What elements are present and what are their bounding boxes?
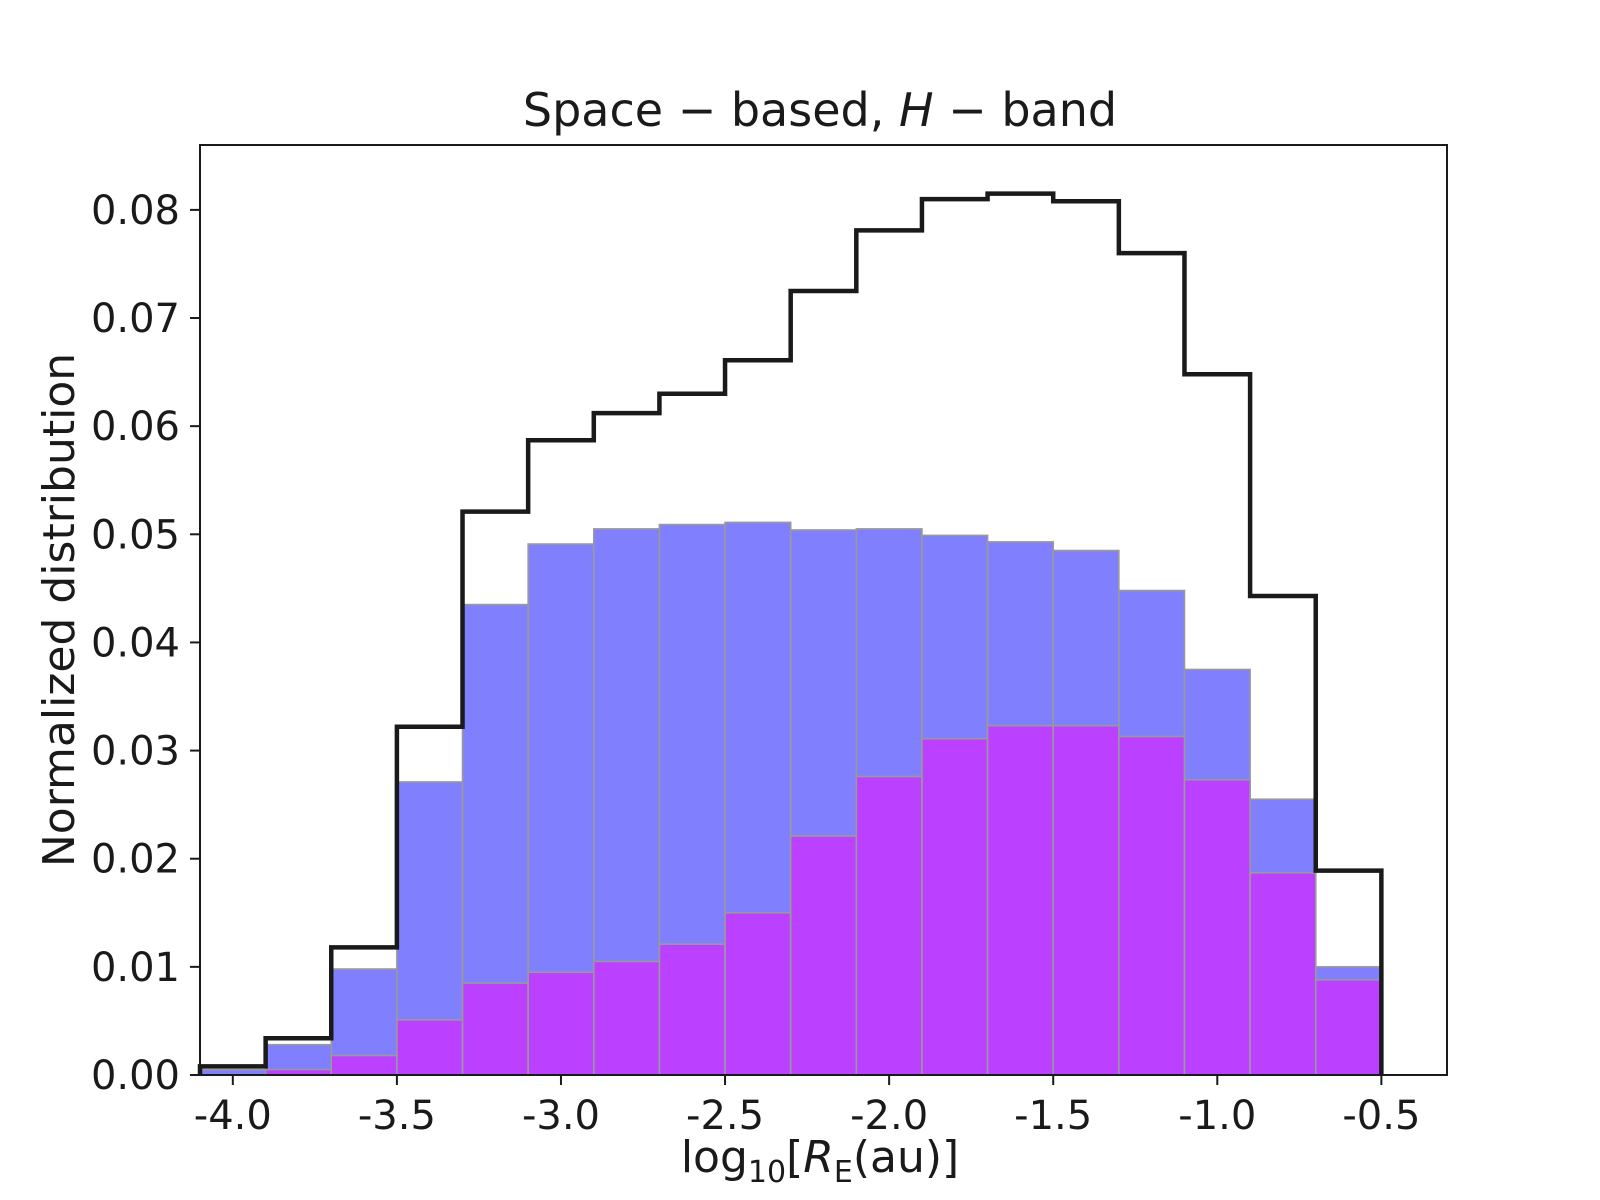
plot-frame: [199, 144, 1448, 1076]
y-tick-label: 0.04: [91, 620, 180, 666]
y-tick-label: 0.06: [91, 404, 180, 450]
purple-bar-3: [396, 1019, 464, 1076]
y-tick-label: 0.02: [91, 837, 180, 883]
chart-title: Space − based, H − band: [523, 83, 1117, 137]
purple-bar-2: [330, 1054, 398, 1076]
purple-bar-14: [1118, 735, 1186, 1076]
purple-bar-11: [921, 737, 989, 1076]
x-axis-ticks: -4.0 -3.5 -3.0 -2.5 -2.0 -1.5 -1.0 -0.5: [194, 1075, 1420, 1139]
purple-bar-4: [461, 982, 529, 1076]
purple-bar-6: [592, 960, 661, 1076]
purple-bar-12: [986, 724, 1055, 1076]
black-step-histogram: [197, 191, 1384, 1075]
purple-histogram-bars: [264, 724, 1383, 1076]
purple-bar-10: [855, 775, 923, 1076]
purple-bar-8: [724, 911, 792, 1076]
y-tick-label: 0.00: [91, 1053, 180, 1099]
x-axis-label: log10[RE(au)]: [681, 1132, 959, 1190]
x-tick-label: -3.0: [522, 1093, 600, 1139]
y-axis-ticks: 0.00 0.01 0.02 0.03 0.04 0.05 0.06 0.07 0.08: [91, 188, 200, 1099]
purple-bar-7: [658, 943, 726, 1076]
x-tick-label: -2.5: [686, 1093, 764, 1139]
y-tick-label: 0.08: [91, 188, 180, 234]
purple-bar-13: [1052, 724, 1120, 1076]
y-tick-label: 0.01: [91, 945, 180, 991]
y-tick-label: 0.03: [91, 729, 180, 775]
x-tick-label: -2.0: [850, 1093, 928, 1139]
purple-bar-9: [789, 835, 858, 1076]
y-tick-label: 0.07: [91, 296, 180, 342]
x-tick-label: -0.5: [1342, 1093, 1420, 1139]
y-axis-label: Normalized distribution: [34, 353, 85, 867]
x-tick-label: -1.0: [1178, 1093, 1256, 1139]
purple-bar-17: [1314, 979, 1383, 1076]
x-tick-label: -1.5: [1014, 1093, 1092, 1139]
step-outline: [197, 191, 1384, 1075]
x-tick-label: -3.5: [358, 1093, 436, 1139]
purple-bar-15: [1183, 778, 1251, 1076]
purple-bar-16: [1249, 871, 1317, 1076]
y-tick-label: 0.05: [91, 512, 180, 558]
purple-bar-5: [527, 971, 595, 1076]
x-tick-label: -4.0: [194, 1093, 272, 1139]
